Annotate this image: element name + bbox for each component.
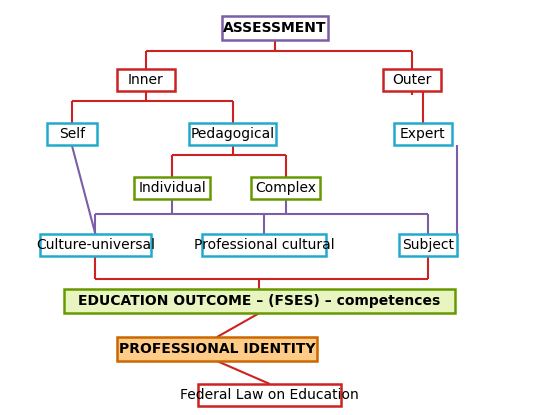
Text: Self: Self	[59, 127, 85, 141]
FancyBboxPatch shape	[117, 69, 175, 91]
FancyBboxPatch shape	[117, 337, 317, 361]
FancyBboxPatch shape	[251, 177, 320, 198]
FancyBboxPatch shape	[189, 123, 276, 145]
FancyBboxPatch shape	[40, 234, 151, 256]
FancyBboxPatch shape	[399, 234, 457, 256]
Text: PROFESSIONAL IDENTITY: PROFESSIONAL IDENTITY	[119, 342, 315, 356]
FancyBboxPatch shape	[47, 123, 97, 145]
Text: Subject: Subject	[402, 238, 454, 252]
Text: ASSESSMENT: ASSESSMENT	[223, 21, 327, 35]
Text: Federal Law on Education: Federal Law on Education	[180, 388, 359, 402]
FancyBboxPatch shape	[202, 234, 327, 256]
FancyBboxPatch shape	[199, 384, 341, 406]
FancyBboxPatch shape	[222, 16, 328, 40]
FancyBboxPatch shape	[134, 177, 210, 198]
Text: Expert: Expert	[400, 127, 446, 141]
Text: Outer: Outer	[393, 73, 432, 87]
Text: EDUCATION OUTCOME – (FSES) – competences: EDUCATION OUTCOME – (FSES) – competences	[78, 294, 441, 308]
Text: Culture-universal: Culture-universal	[36, 238, 155, 252]
Text: Individual: Individual	[138, 181, 206, 195]
Text: Inner: Inner	[128, 73, 163, 87]
Text: Pedagogical: Pedagogical	[191, 127, 275, 141]
Text: Complex: Complex	[255, 181, 316, 195]
FancyBboxPatch shape	[394, 123, 452, 145]
FancyBboxPatch shape	[383, 69, 441, 91]
Text: Professional cultural: Professional cultural	[194, 238, 335, 252]
FancyBboxPatch shape	[64, 289, 454, 313]
